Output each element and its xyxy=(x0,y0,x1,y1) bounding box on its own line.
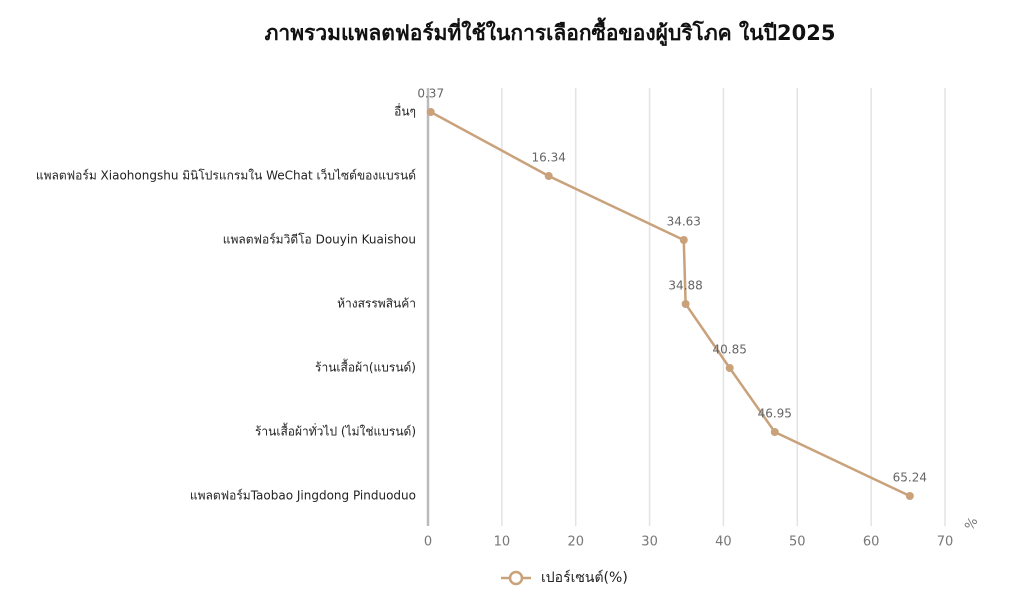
x-tick-label: 50 xyxy=(789,535,806,550)
legend-label: เปอร์เซนต์(%) xyxy=(541,569,628,586)
value-label: 40.85 xyxy=(713,343,747,357)
value-label: 0.37 xyxy=(417,87,444,101)
x-tick-label: 0 xyxy=(424,535,432,550)
x-tick-label: 70 xyxy=(937,535,954,550)
point xyxy=(770,428,779,436)
value-label: 46.95 xyxy=(758,407,792,421)
point xyxy=(544,172,553,180)
value-label: 16.34 xyxy=(532,151,566,165)
y-tick-label: แพลตฟอร์ม Xiaohongshu มินิโปรแกรมใน WeCh… xyxy=(36,168,416,183)
point xyxy=(681,300,690,308)
chart-title: ภาพรวมแพลตฟอร์มที่ใช้ในการเลือกซื้อของผู… xyxy=(265,17,836,47)
x-unit: % xyxy=(962,515,981,533)
legend-marker xyxy=(508,570,524,586)
value-label: 34.88 xyxy=(668,279,702,293)
point xyxy=(725,364,734,372)
x-tick-label: 10 xyxy=(494,535,511,550)
point xyxy=(905,492,914,500)
y-tick-label: ร้านเสื้อผ้าทั่วไป (ไม่ใช่แบรนด์) xyxy=(255,423,416,439)
x-tick-label: 40 xyxy=(715,535,732,550)
x-tick-label: 30 xyxy=(641,535,658,550)
x-tick-label: 20 xyxy=(567,535,584,550)
y-tick-label: แพลตฟอร์มTaobao Jingdong Pinduoduo xyxy=(190,489,416,503)
point xyxy=(679,236,688,244)
y-tick-label: แพลตฟอร์มวิดีโอ Douyin Kuaishou xyxy=(223,233,416,247)
y-tick-label: อื่นๆ xyxy=(394,103,416,119)
value-label: 65.24 xyxy=(893,471,927,485)
point xyxy=(426,108,435,116)
y-tick-label: ร้านเสื้อผ้า(แบรนด์) xyxy=(315,359,416,375)
x-tick-label: 60 xyxy=(863,535,880,550)
y-tick-label: ห้างสรรพสินค้า xyxy=(337,297,416,311)
value-label: 34.63 xyxy=(667,215,701,229)
